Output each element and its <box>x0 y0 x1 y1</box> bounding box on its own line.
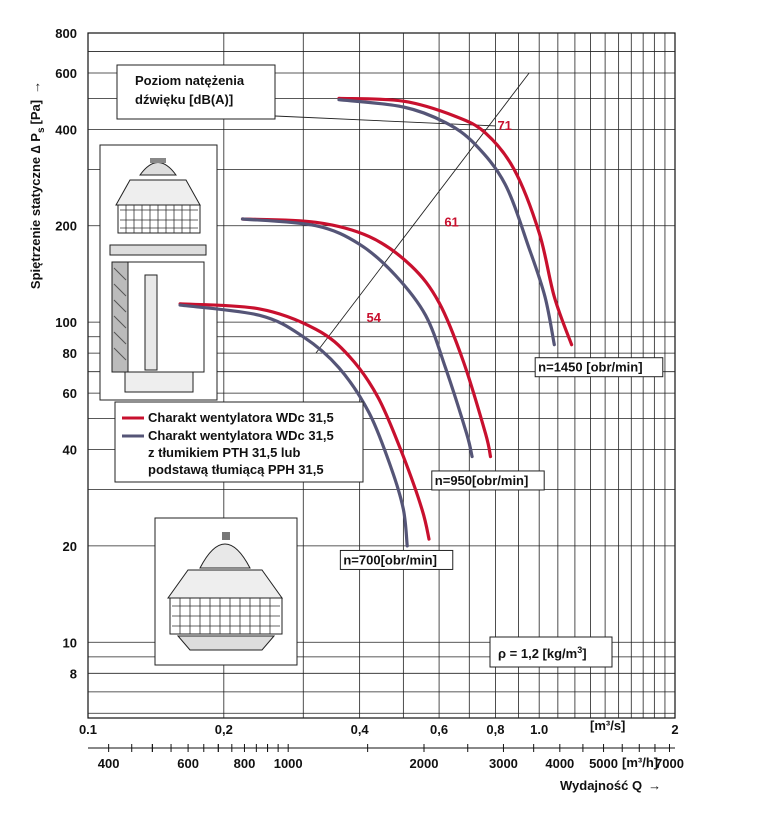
speed-label-box <box>534 357 664 378</box>
x-tick-label: 0.1 <box>79 722 97 737</box>
legend-item-wdc: Charakt wentylatora WDc 31,5 <box>148 410 334 425</box>
curve-n-700-obr-min-pth <box>178 303 409 548</box>
y-tick-label: 40 <box>63 443 77 458</box>
legend-item-pth-line2: z tłumikiem PTH 31,5 lub <box>148 445 300 460</box>
svg-text:Spiętrzenie statyczne ∆ Ps[Pa]: Spiętrzenie statyczne ∆ Ps[Pa]→ <box>28 81 47 289</box>
sound-level-legend-box: Poziom natężenia dźwięku [dB(A)] <box>116 64 276 120</box>
fan-with-silencer-illustration <box>99 144 218 401</box>
curve-n-950-obr-min-pth <box>240 217 474 459</box>
y-tick-label: 600 <box>55 66 77 81</box>
sound-level-diagonal <box>315 72 530 354</box>
y-tick-label: 800 <box>55 26 77 41</box>
y-tick-label: 80 <box>63 346 77 361</box>
y-tick-label: 8 <box>70 666 77 681</box>
speed-label: n=700[obr/min] <box>343 552 437 567</box>
sound-level-leader <box>274 115 496 127</box>
sound-level-title-line1: Poziom natężenia <box>135 73 245 88</box>
x2-tick-label: 7000 <box>655 756 684 771</box>
density-note: ρ = 1,2 [kg/m3] <box>489 636 613 668</box>
sound-level-line <box>274 72 530 354</box>
sound-level-labels: 71 61 54 <box>366 118 511 325</box>
x2-tick-label: 600 <box>177 756 199 771</box>
speed-labels: n=1450 [obr/min] n=950[obr/min] n=700[obr/… <box>339 357 664 570</box>
x-tick-label: 1.0 <box>530 722 548 737</box>
y-tick-label: 20 <box>63 539 77 554</box>
y-tick-label: 400 <box>55 122 77 137</box>
sound-level-title-line2: dźwięku [dB(A)] <box>135 92 233 107</box>
curve-n-1450-obr-min-wdc <box>337 96 574 347</box>
x2-tick-label: 5000 <box>589 756 618 771</box>
curve-n-1450-obr-min-pth <box>337 98 556 347</box>
legend-item-pth-line1: Charakt wentylatora WDc 31,5 <box>148 428 334 443</box>
x-axis-unit: [m³/s] <box>590 718 625 733</box>
y-tick-label: 10 <box>63 635 77 650</box>
plot-frame <box>87 32 676 719</box>
svg-text:ρ = 1,2 [kg/m3]: ρ = 1,2 [kg/m3] <box>498 645 587 661</box>
x2-tick-label: 3000 <box>489 756 518 771</box>
speed-label-box <box>431 470 545 491</box>
x-tick-label: 2 <box>671 722 678 737</box>
curve-n-700-obr-min-wdc <box>178 302 431 541</box>
y-tick-label: 60 <box>63 386 77 401</box>
sound-level-value: 61 <box>444 214 458 229</box>
y-axis-label: Spiętrzenie statyczne ∆ Ps[Pa]→ <box>28 81 47 289</box>
y-axis-ticks: 8 10 20 40 60 80 100 200 400 600 800 <box>55 26 77 681</box>
x2-axis-unit: [m³/h] <box>622 755 658 770</box>
secondary-x-axis: 400 600 800 1000 2000 3000 4000 5000 7000 <box>88 744 684 771</box>
legend: Charakt wentylatora WDc 31,5 Charakt wen… <box>114 401 364 483</box>
sound-level-value: 54 <box>366 310 381 325</box>
x-tick-label: 0,8 <box>486 722 504 737</box>
y-tick-label: 100 <box>55 315 77 330</box>
fan-illustration <box>154 517 298 666</box>
x2-tick-label: 1000 <box>274 756 303 771</box>
x-axis-ticks: 0.1 0,2 0,4 0,6 0,8 1.0 2 <box>79 722 679 737</box>
sound-level-value: 71 <box>497 118 511 133</box>
y-tick-label: 200 <box>55 219 77 234</box>
x2-axis-label: Wydajność Q → <box>560 778 661 793</box>
speed-label-box <box>339 549 454 570</box>
x2-tick-label: 4000 <box>545 756 574 771</box>
speed-label: n=1450 [obr/min] <box>538 360 642 375</box>
x-tick-label: 0,2 <box>215 722 233 737</box>
legend-item-pth-line3: podstawą tłumiącą PPH 31,5 <box>148 462 324 477</box>
x2-tick-label: 400 <box>98 756 120 771</box>
x2-tick-label: 800 <box>234 756 256 771</box>
curve-n-950-obr-min-wdc <box>240 217 493 459</box>
x-tick-label: 0,6 <box>430 722 448 737</box>
x-tick-label: 0,4 <box>351 722 370 737</box>
x2-tick-label: 2000 <box>410 756 439 771</box>
curves <box>178 96 574 548</box>
speed-label: n=950[obr/min] <box>435 473 529 488</box>
